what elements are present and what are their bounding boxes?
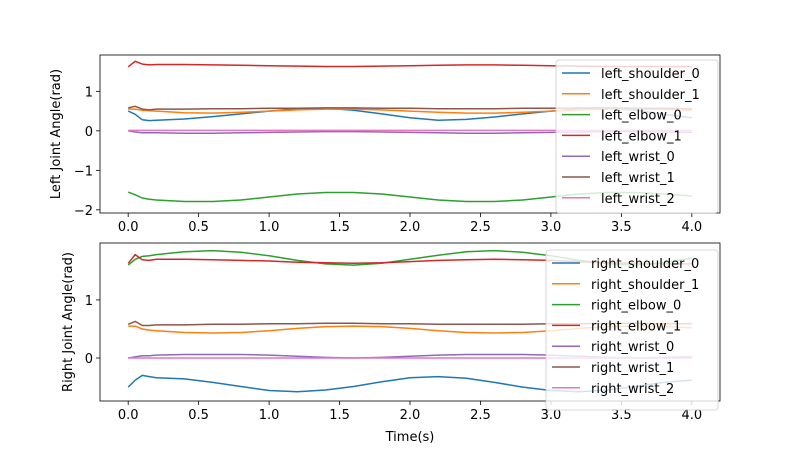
legend-label: right_elbow_0 [591,299,681,314]
legend-box [545,249,719,411]
x-tick-label: 3.5 [611,220,632,235]
legend: left_shoulder_0 left_shoulder_1 left_elbow… [555,59,719,214]
y-axis-label: Right Joint Angle(rad) [61,252,76,392]
x-tick-label: 2.0 [400,220,421,235]
x-tick-label: 4.0 [681,220,702,235]
x-tick-label: 3.0 [541,220,562,235]
y-tick-label: −2 [74,204,93,219]
legend-label: left_shoulder_1 [601,88,700,103]
legend-label: left_wrist_0 [601,150,675,165]
legend-label: right_shoulder_0 [591,257,699,272]
x-tick-label: 3.0 [541,408,562,423]
x-tick-label: 2.5 [470,220,491,235]
x-tick-label: 2.0 [400,408,421,423]
legend-label: right_elbow_1 [591,319,681,334]
legend-label: right_wrist_1 [591,361,674,376]
legend: right_shoulder_0 right_shoulder_1 right_el… [545,249,719,411]
x-axis-label: Time(s) [385,430,435,445]
x-tick-label: 4.0 [681,408,702,423]
x-tick-label: 3.5 [611,408,632,423]
x-tick-label: 0.5 [188,408,209,423]
y-tick-label: 1 [85,294,93,309]
legend-label: right_wrist_2 [591,382,674,397]
legend-label: right_shoulder_1 [591,278,699,293]
y-tick-label: 0 [85,125,93,140]
y-tick-label: 0 [85,352,93,367]
y-axis-label: Left Joint Angle(rad) [49,69,64,199]
x-tick-label: 0.0 [118,220,139,235]
x-tick-label: 1.5 [329,408,350,423]
x-tick-label: 0.0 [118,408,139,423]
right-joint-axes: Right Joint Angle(rad) Time(s) 0.0 0.5 1.0… [61,242,721,445]
x-tick-label: 0.5 [188,220,209,235]
y-tick-label: 1 [85,85,93,100]
x-tick-label: 1.0 [259,408,280,423]
x-tick-label: 1.0 [259,220,280,235]
legend-label: left_elbow_0 [601,109,682,124]
legend-label: left_wrist_2 [601,192,675,207]
legend-label: left_elbow_1 [601,129,682,144]
left-joint-axes: Left Joint Angle(rad) 0.0 0.5 1.0 1.5 2.0 2.5… [49,54,721,235]
x-tick-label: 1.5 [329,220,350,235]
legend-label: right_wrist_0 [591,340,674,355]
legend-box [555,59,719,214]
x-tick-label: 2.5 [470,408,491,423]
y-tick-label: −1 [74,164,93,179]
legend-label: left_shoulder_0 [601,67,700,82]
legend-label: left_wrist_1 [601,171,675,186]
